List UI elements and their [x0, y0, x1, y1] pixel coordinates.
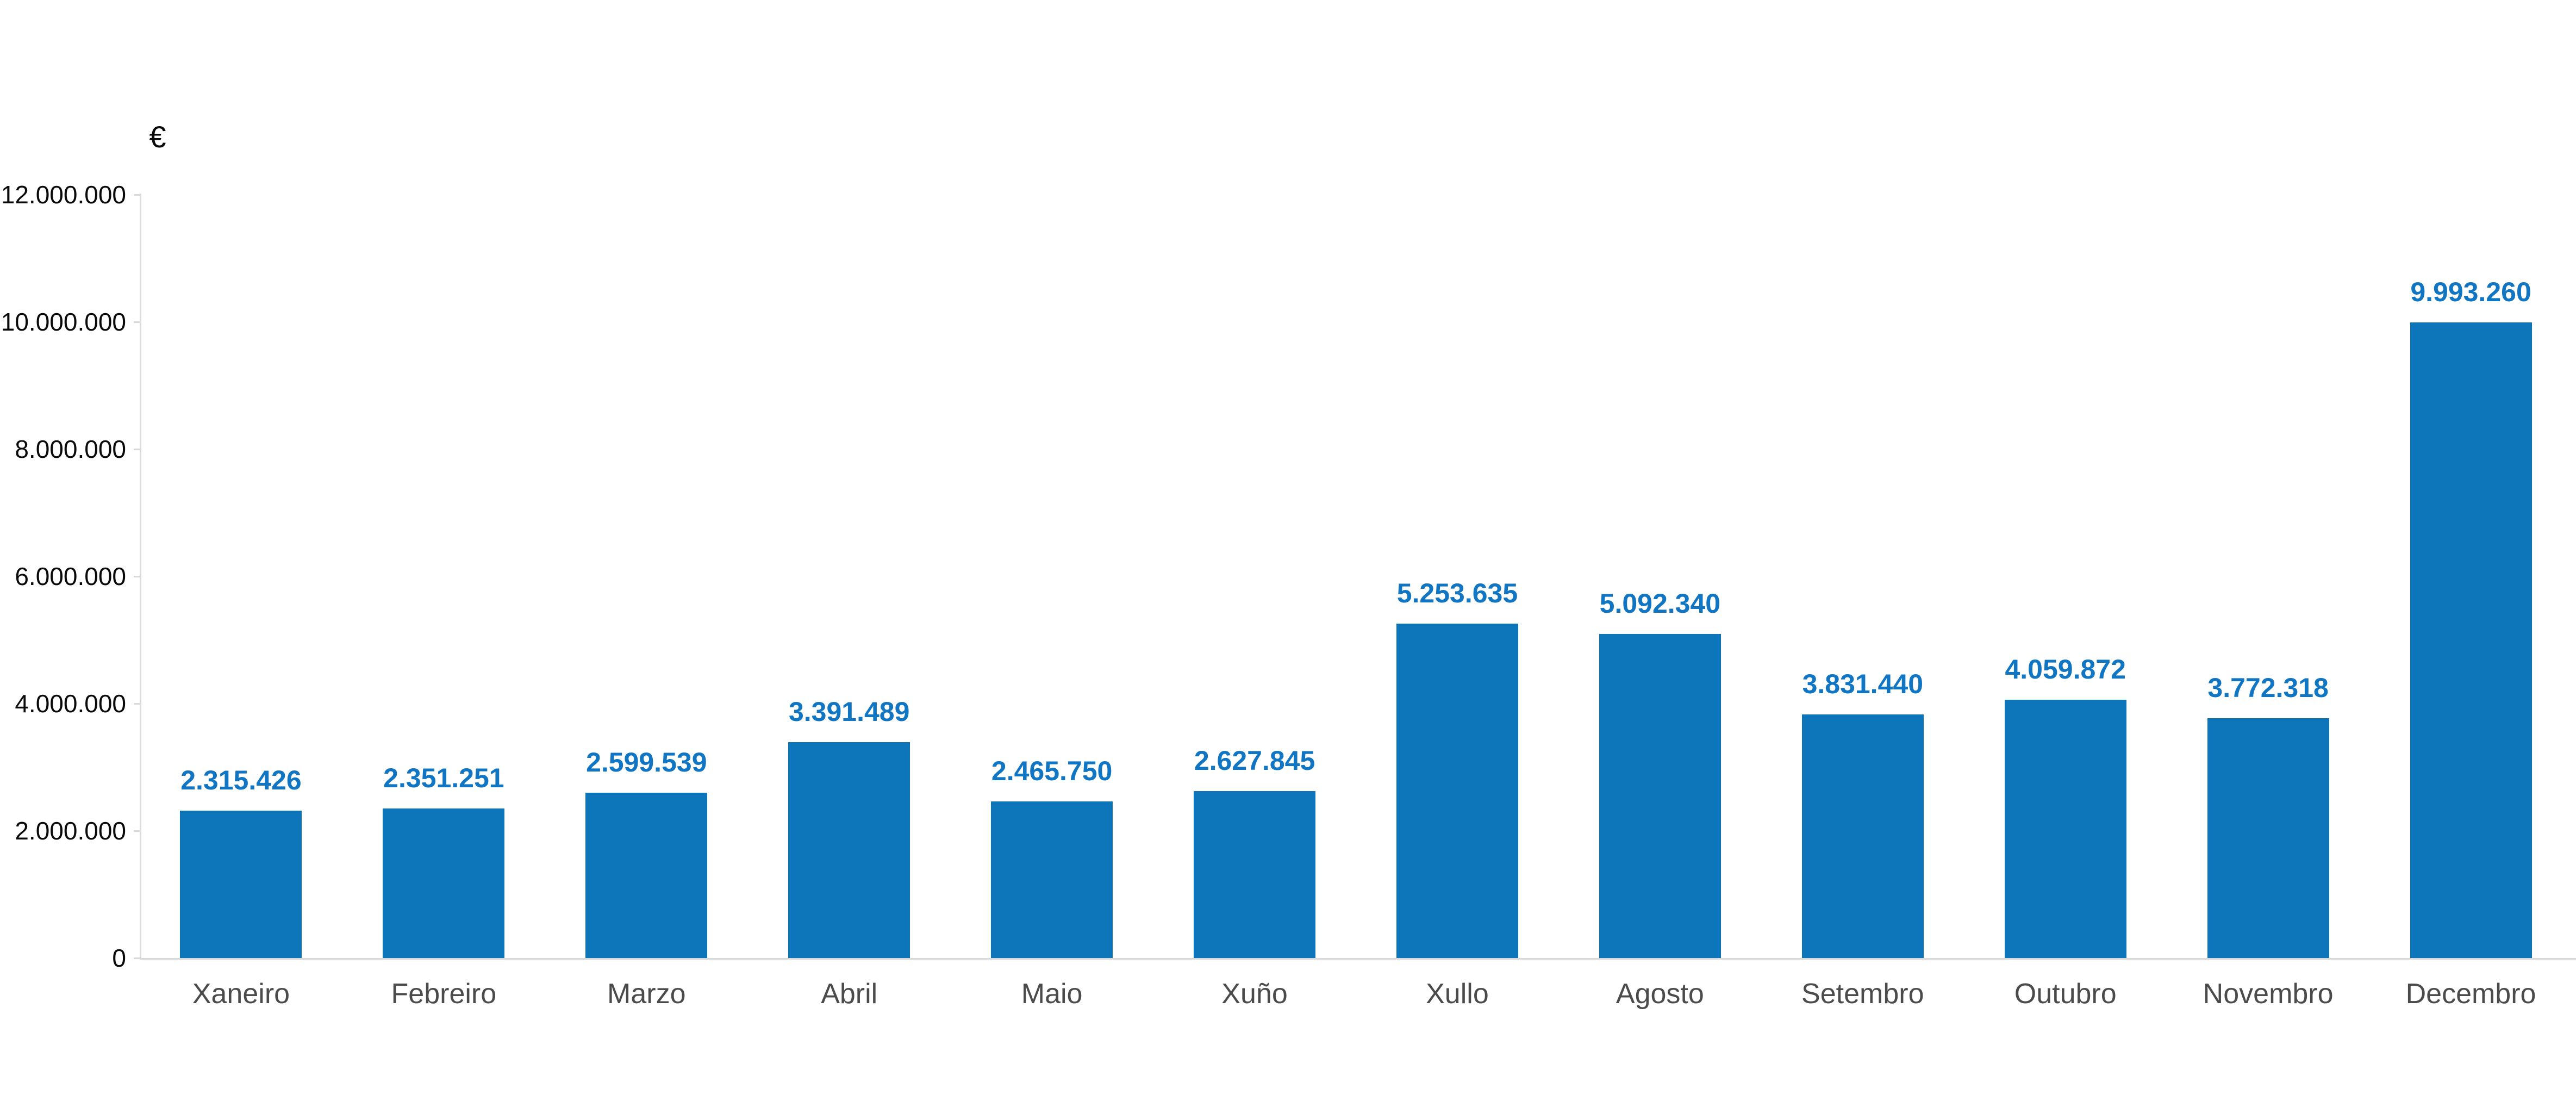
- y-tick-mark: [134, 957, 140, 959]
- x-tick-label: Xullo: [1426, 978, 1489, 1010]
- x-tick-label: Decembro: [2405, 978, 2536, 1010]
- bar: [1599, 634, 1721, 958]
- y-tick-label: 4.000.000: [15, 689, 126, 718]
- bar: [788, 742, 910, 958]
- bar: [991, 801, 1113, 958]
- y-tick-mark: [134, 449, 140, 450]
- y-tick-mark: [134, 576, 140, 577]
- x-tick-label: Outubro: [2014, 978, 2117, 1010]
- bar-value-label: 2.351.251: [383, 763, 504, 793]
- bar-value-label: 3.391.489: [788, 696, 910, 727]
- bar-value-label: 4.059.872: [2005, 654, 2126, 685]
- x-tick-label: Maio: [1021, 978, 1083, 1010]
- bar: [180, 811, 302, 958]
- x-tick-label: Setembro: [1801, 978, 1924, 1010]
- y-tick-mark: [134, 703, 140, 705]
- y-tick-label: 12.000.000: [1, 181, 126, 209]
- bar: [1194, 791, 1316, 958]
- bar-value-label: 2.465.750: [991, 756, 1113, 786]
- y-tick-mark: [134, 194, 140, 196]
- bar: [585, 793, 708, 958]
- y-tick-label: 10.000.000: [1, 308, 126, 336]
- x-tick-label: Marzo: [607, 978, 686, 1010]
- y-tick-label: 0: [112, 944, 126, 972]
- bar-value-label: 3.831.440: [1802, 669, 1923, 699]
- y-tick-label: 6.000.000: [15, 562, 126, 590]
- x-axis-line: [140, 958, 2576, 960]
- bar: [2004, 700, 2126, 958]
- y-axis-unit-label: €: [149, 120, 166, 154]
- x-tick-label: Febreiro: [391, 978, 497, 1010]
- y-axis-line: [140, 194, 141, 958]
- bar-value-label: 2.599.539: [586, 747, 707, 777]
- y-tick-mark: [134, 830, 140, 832]
- bar: [383, 808, 505, 958]
- x-tick-label: Abril: [821, 978, 878, 1010]
- y-tick-mark: [134, 321, 140, 323]
- bar: [1396, 624, 1518, 958]
- y-tick-label: 2.000.000: [15, 817, 126, 845]
- bar: [2410, 322, 2532, 958]
- x-tick-label: Xuño: [1221, 978, 1288, 1010]
- bar: [1801, 714, 1924, 958]
- bar-value-label: 9.993.260: [2410, 277, 2531, 307]
- x-tick-label: Xaneiro: [192, 978, 290, 1010]
- bar: [2207, 718, 2329, 958]
- bar-value-label: 3.772.318: [2207, 673, 2329, 703]
- x-tick-label: Novembro: [2203, 978, 2334, 1010]
- bar-value-label: 2.315.426: [180, 765, 302, 795]
- bar-value-label: 5.253.635: [1396, 578, 1518, 608]
- x-tick-label: Agosto: [1616, 978, 1704, 1010]
- bar-value-label: 5.092.340: [1599, 588, 1721, 619]
- y-tick-label: 8.000.000: [15, 435, 126, 463]
- bar-value-label: 2.627.845: [1194, 745, 1315, 776]
